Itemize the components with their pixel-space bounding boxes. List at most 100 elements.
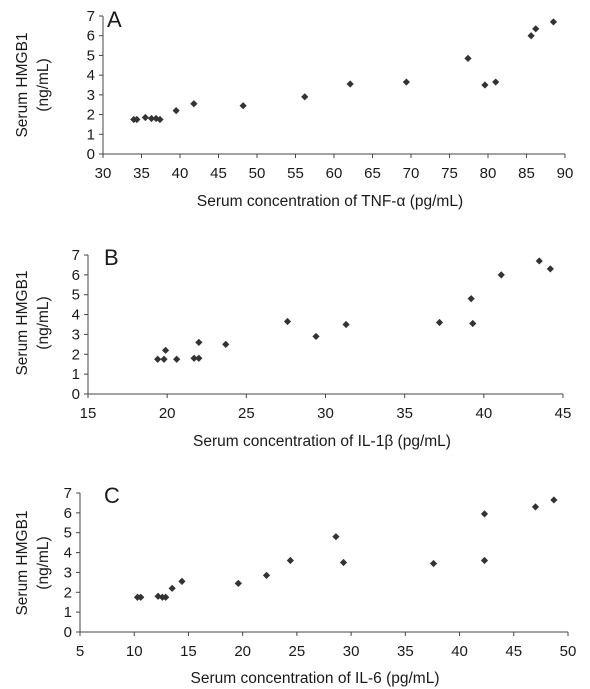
x-tick-label: 55 [287,165,304,182]
data-point-marker [527,32,535,40]
x-tick-label: 15 [80,405,97,422]
data-point-marker [195,354,203,362]
data-point-marker [535,257,543,265]
data-point-marker [549,18,558,26]
data-point-marker [469,319,477,328]
y-tick-label: 4 [64,545,72,562]
x-tick-label: 70 [403,165,420,182]
data-point-marker [546,265,554,273]
data-point-marker [429,559,438,568]
y-tick-label: 6 [64,505,72,522]
data-point-marker [283,317,292,326]
data-point-marker [480,556,489,565]
y-tick-label: 5 [64,525,72,542]
data-point-marker [467,295,475,303]
data-point-marker [532,25,540,33]
data-point-marker [160,355,168,363]
x-axis-title: Serum concentration of TNF-α (pg/mL) [197,193,463,210]
data-point-marker [262,571,271,580]
x-tick-label: 15 [180,643,197,660]
x-axis-title: Serum concentration of IL-1β (pg/mL) [193,433,451,450]
scatter-panel-b: B Serum HMGB1 (ng/mL) Serum concentratio… [14,245,571,450]
x-tick-label: 40 [172,165,189,182]
data-point-marker [346,80,354,88]
data-point-marker [162,593,170,601]
x-tick-label: 65 [364,165,381,182]
y-tick-label: 2 [72,346,80,363]
data-point-marker [161,346,170,354]
x-tick-label: 45 [505,643,522,660]
data-point-marker [286,556,294,565]
x-tick-label: 50 [249,165,266,182]
y-tick-label: 0 [72,386,80,403]
y-tick-label: 3 [64,564,72,581]
data-point-marker [342,320,350,329]
data-point-marker [156,115,164,124]
x-tick-label: 40 [451,643,468,660]
x-tick-label: 80 [480,165,497,182]
y-tick-label: 7 [87,8,95,25]
data-point-marker [147,114,156,123]
data-point-marker [154,355,162,363]
x-tick-label: 35 [397,643,414,660]
x-tick-label: 40 [475,405,492,422]
data-point-marker [190,354,198,362]
data-point-marker [464,54,472,62]
x-tick-label: 25 [238,405,255,422]
y-tick-label: 6 [87,28,95,45]
data-point-marker [141,113,149,122]
x-tick-label: 30 [95,165,112,182]
data-point-marker [402,78,410,86]
y-tick-label: 0 [87,146,95,163]
y-axis-title-unit: (ng/mL) [35,58,52,111]
y-tick-label: 1 [64,604,72,621]
x-tick-label: 20 [159,405,176,422]
x-tick-label: 20 [234,643,251,660]
data-point-marker [492,78,500,86]
data-point-marker [190,100,198,108]
data-point-marker [172,107,180,115]
data-point-marker [195,338,203,346]
y-axis-title-unit: (ng/mL) [35,296,52,349]
scatter-panel-a: A Serum HMGB1 (ng/mL) Serum concentratio… [14,7,573,210]
data-point-marker [173,355,181,363]
x-axis-title: Serum concentration of IL-6 (pg/mL) [191,670,440,687]
data-point-marker [332,533,340,541]
y-tick-label: 7 [64,485,72,502]
data-point-marker [339,558,348,567]
x-tick-label: 75 [441,165,458,182]
x-tick-label: 60 [326,165,343,182]
x-tick-label: 25 [289,643,306,660]
y-tick-label: 6 [72,267,80,284]
y-axis-title-unit: (ng/mL) [35,536,52,589]
y-tick-label: 2 [64,584,72,601]
panel-letter: C [104,483,120,508]
data-point-marker [133,115,141,124]
data-point-marker [497,271,505,279]
y-tick-label: 5 [87,47,95,64]
x-tick-label: 50 [560,643,577,660]
y-axis-title: Serum HMGB1 [14,270,31,375]
data-point-marker [312,332,320,341]
y-tick-label: 5 [72,287,80,304]
y-tick-label: 4 [87,67,95,84]
x-tick-label: 35 [133,165,150,182]
y-tick-label: 3 [72,326,80,343]
data-point-marker [234,579,242,587]
x-tick-label: 5 [76,643,84,660]
y-axis-title: Serum HMGB1 [14,510,31,615]
panel-letter: A [107,7,122,32]
x-tick-label: 30 [317,405,334,422]
y-tick-label: 0 [64,624,72,641]
x-tick-label: 90 [557,165,574,182]
data-point-marker [435,318,444,327]
y-tick-label: 3 [87,87,95,104]
y-tick-label: 7 [72,247,80,264]
x-tick-label: 10 [126,643,143,660]
data-point-marker [137,593,145,601]
x-tick-label: 45 [210,165,227,182]
data-point-marker [168,584,176,592]
y-tick-label: 2 [87,107,95,124]
data-point-marker [481,81,489,89]
